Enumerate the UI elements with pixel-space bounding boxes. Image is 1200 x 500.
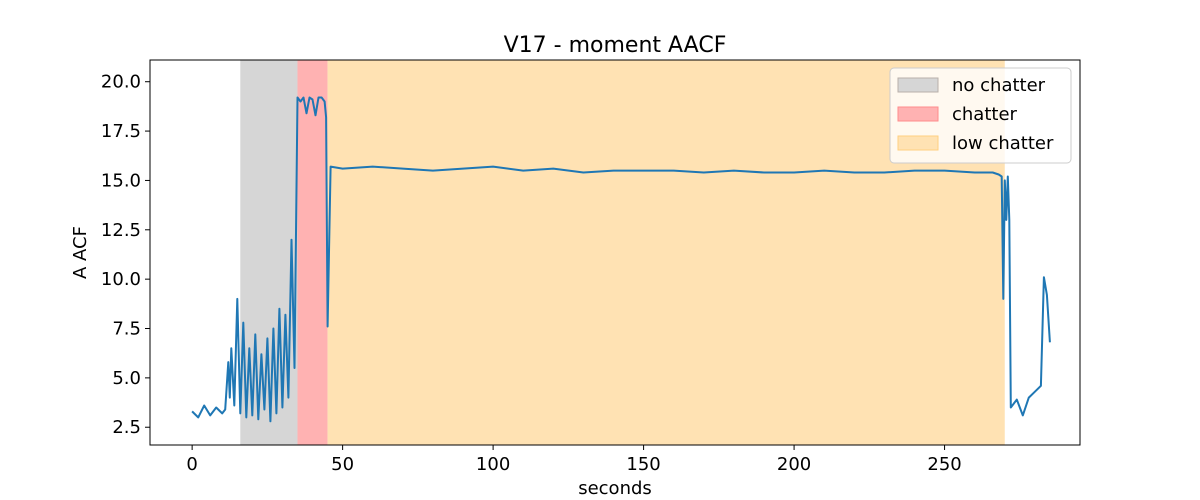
legend-swatch [897,77,939,93]
region-chatter [297,60,328,445]
chart-title: V17 - moment AACF [504,33,727,58]
y-tick-label: 5.0 [112,368,141,389]
y-tick-label: 12.5 [101,220,141,241]
legend-label: no chatter [952,75,1046,96]
legend: no chatter chatter low chatter [889,67,1072,164]
y-tick-label: 2.5 [112,417,141,438]
y-axis: 2.5 5.0 7.5 10.0 12.5 15.0 17.5 20.0 [101,72,150,438]
data-series [191,96,1051,423]
x-axis: 0 50 100 150 200 250 [186,445,962,475]
legend-label: chatter [952,104,1018,125]
y-tick-label: 15.0 [101,170,141,191]
y-tick-label: 17.5 [101,121,141,142]
y-tick-label: 10.0 [101,269,141,290]
x-tick-label: 250 [927,454,961,475]
legend-swatch [897,135,939,151]
y-tick-label: 20.0 [101,72,141,93]
x-tick-label: 200 [777,454,811,475]
x-tick-label: 100 [476,454,510,475]
x-tick-label: 0 [186,454,197,475]
y-axis-title: A ACF [70,226,91,279]
y-tick-label: 7.5 [112,319,141,340]
legend-label: low chatter [952,133,1054,154]
series-line-0 [191,96,1051,423]
x-axis-title: seconds [578,478,652,499]
legend-swatch [897,106,939,122]
x-tick-label: 150 [626,454,660,475]
x-tick-label: 50 [331,454,354,475]
plot-frame [149,59,1081,446]
